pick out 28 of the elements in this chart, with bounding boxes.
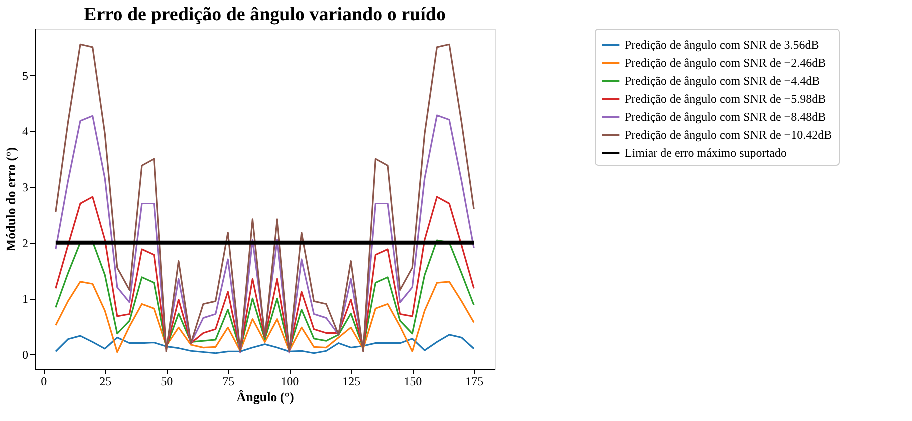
x-axis-title: Ângulo (°) [236, 390, 294, 404]
line-series [55, 114, 475, 354]
x-tick-label: 75 [222, 374, 235, 388]
legend-label: Limiar de erro máximo suportado [625, 146, 787, 160]
line-series [55, 334, 475, 354]
legend-label: Predição de ângulo com SNR de −5.98dB [625, 92, 826, 106]
line-series [55, 281, 475, 354]
x-tick-label: 150 [404, 374, 422, 388]
legend-label: Predição de ângulo com SNR de −10.42dB [625, 128, 832, 142]
chart-title: Erro de predição de ângulo variando o ruído [84, 4, 446, 26]
x-tick-label: 0 [41, 374, 48, 388]
x-tick-label: 125 [342, 374, 361, 388]
y-axis-title: Módulo do erro (°) [4, 147, 18, 252]
y-tick-label: 5 [22, 68, 28, 83]
y-tick-label: 0 [22, 348, 28, 362]
x-tick-label: 100 [281, 374, 300, 388]
legend-label: Predição de ângulo com SNR de 3.56dB [625, 38, 820, 52]
legend-label: Predição de ângulo com SNR de −8.48dB [625, 110, 826, 124]
legend-label: Predição de ângulo com SNR de −2.46dB [625, 56, 826, 70]
y-tick-label: 3 [22, 180, 28, 194]
y-tick-label: 2 [22, 236, 28, 250]
x-tick-label: 175 [466, 374, 484, 388]
y-tick-label: 1 [22, 292, 28, 306]
legend-label: Predição de ângulo com SNR de −4.4dB [625, 74, 820, 88]
line-series [55, 44, 475, 352]
x-tick-label: 50 [161, 374, 174, 388]
x-tick-label: 25 [100, 374, 112, 388]
y-tick-label: 4 [22, 124, 28, 139]
